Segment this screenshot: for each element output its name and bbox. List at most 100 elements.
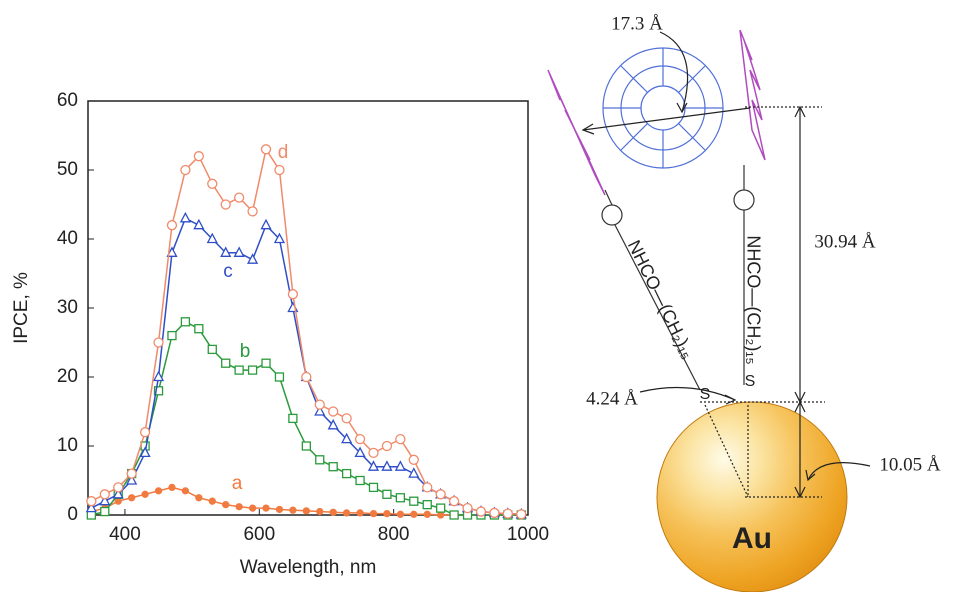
marker [423, 510, 431, 518]
sulfur-left: S [700, 386, 711, 403]
diagram: Au NHCO—(CH₂)₁₅ NHCO—(CH₂)₁₅ S S [547, 13, 941, 592]
marker [207, 178, 218, 189]
marker [167, 330, 177, 341]
linkers [601, 165, 755, 391]
marker [316, 507, 324, 516]
series-line [91, 217, 522, 516]
marker [409, 496, 419, 506]
marker [181, 487, 190, 495]
marker [128, 494, 136, 502]
marker [275, 505, 284, 514]
marker [394, 460, 406, 471]
marker [354, 446, 366, 458]
marker [381, 460, 393, 471]
marker [152, 370, 165, 382]
marker [341, 432, 353, 444]
dimension-lines [581, 31, 871, 499]
fullerene-diameter: 17.3 Å [611, 13, 663, 34]
marker [141, 490, 149, 498]
marker [368, 447, 379, 459]
marker [99, 489, 110, 500]
marker [368, 482, 379, 493]
marker [448, 496, 460, 507]
marker [355, 475, 365, 486]
y-axis-label: IPCE, % [11, 272, 32, 344]
marker [112, 487, 124, 499]
marker [207, 344, 217, 355]
y-tick-label: 60 [57, 90, 78, 111]
marker [113, 482, 124, 493]
marker [314, 399, 325, 410]
marker [274, 372, 285, 382]
marker [408, 467, 420, 478]
marker [168, 483, 176, 492]
marker [248, 504, 257, 512]
marker [139, 446, 151, 458]
marker [153, 337, 164, 348]
marker [422, 482, 433, 493]
marker [489, 507, 500, 519]
marker [301, 371, 312, 383]
marker [126, 474, 138, 485]
marker [166, 246, 178, 257]
marker [208, 497, 216, 505]
spacing: 4.24 Å [586, 388, 638, 409]
series-line [91, 147, 522, 516]
marker [437, 511, 445, 519]
marker [396, 510, 405, 518]
marker [516, 509, 527, 520]
x-tick-label: 600 [243, 524, 275, 545]
marker [356, 509, 364, 517]
marker [475, 506, 487, 517]
marker [247, 206, 258, 217]
marker [126, 468, 137, 479]
marker [261, 358, 271, 368]
marker [315, 455, 325, 465]
marker [193, 151, 204, 162]
marker [381, 440, 393, 452]
marker [341, 413, 352, 424]
x-tick-label: 400 [109, 524, 141, 545]
marker [410, 510, 418, 518]
y-tick-label: 0 [67, 504, 78, 525]
core-radius: 10.05 Å [879, 454, 941, 475]
y-tick-label: 50 [57, 159, 78, 180]
marker [289, 506, 297, 514]
marker [314, 405, 326, 416]
marker [85, 501, 97, 513]
marker [247, 253, 259, 264]
chain-left-label: NHCO—(CH₂)₁₅ [624, 237, 699, 362]
x-tick-label: 800 [378, 524, 410, 545]
marker [422, 499, 432, 510]
y-tick-label: 10 [57, 435, 78, 456]
chain-height: 30.94 Å [814, 231, 876, 252]
marker [287, 289, 299, 300]
marker [382, 489, 392, 499]
marker [274, 164, 285, 176]
y-tick-label: 30 [57, 297, 78, 318]
marker [383, 509, 391, 518]
marker [180, 164, 191, 176]
marker [395, 433, 406, 445]
marker [233, 246, 245, 257]
marker [180, 317, 191, 327]
marker [369, 509, 378, 518]
plot: 0 10 20 30 40 50 60 400 600 800 1000 a b c d [57, 90, 549, 545]
marker [179, 211, 191, 223]
marker [502, 508, 513, 519]
marker [288, 413, 298, 424]
marker [260, 144, 272, 155]
marker [436, 503, 446, 513]
fullerene [602, 47, 724, 169]
marker [206, 232, 218, 244]
x-tick-label: 1000 [507, 524, 549, 545]
plot-frame [87, 100, 529, 516]
series-label: b [240, 341, 251, 362]
marker [233, 192, 245, 203]
marker [367, 460, 380, 471]
marker [194, 324, 204, 334]
x-axis-label: Wavelength, nm [240, 557, 377, 578]
marker [327, 418, 339, 430]
marker [273, 232, 286, 244]
